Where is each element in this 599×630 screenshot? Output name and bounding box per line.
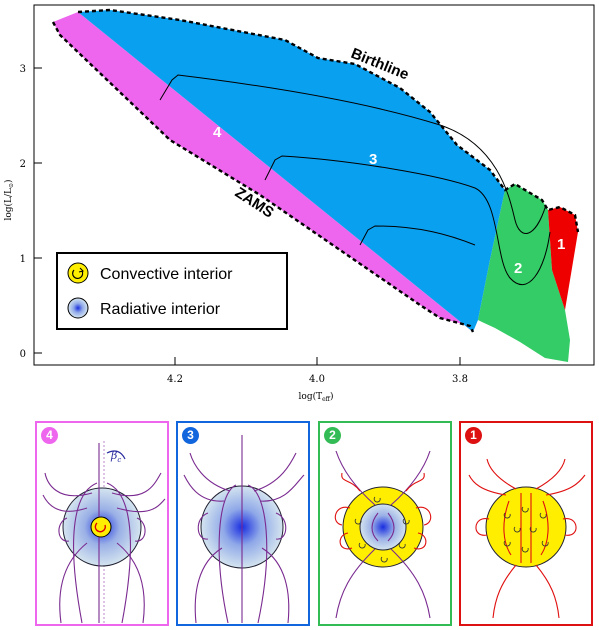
region-2-fill bbox=[478, 184, 570, 362]
beta-c-label: βc bbox=[111, 449, 122, 465]
axis-ticks bbox=[34, 67, 461, 365]
birthline-curve bbox=[77, 8, 580, 233]
convective-circle-icon bbox=[67, 262, 89, 284]
x-tick-4.2: 4.2 bbox=[167, 374, 183, 385]
hr-diagram: 4 3 2 1 Birthline ZAMS 0 1 2 3 4.2 4.0 3… bbox=[3, 4, 595, 403]
region-4-label: 4 bbox=[213, 124, 222, 141]
x-tick-3.8: 3.8 bbox=[452, 374, 468, 385]
y-tick-0: 0 bbox=[20, 349, 26, 360]
region-3-fill bbox=[78, 10, 505, 332]
panel-3-star bbox=[183, 435, 305, 624]
panel-2: 2 bbox=[318, 421, 452, 626]
panel-4: 4 βc bbox=[35, 421, 169, 626]
track-2 bbox=[264, 155, 551, 286]
track-1 bbox=[159, 74, 547, 234]
region-1-fill bbox=[548, 207, 578, 310]
evolution-tracks bbox=[159, 74, 551, 286]
panel-4-badge: 4 bbox=[41, 427, 58, 444]
y-tick-1: 1 bbox=[20, 254, 26, 265]
region-4-fill bbox=[53, 12, 473, 332]
region-1-label: 1 bbox=[557, 236, 565, 253]
region-2-label: 2 bbox=[514, 260, 522, 277]
x-axis-title: log(Teff) bbox=[299, 391, 334, 403]
panel-1: 1 bbox=[459, 421, 593, 626]
legend-radiative-label: Radiative interior bbox=[100, 301, 221, 318]
panel-1-badge: 1 bbox=[465, 427, 482, 444]
x-tick-4.0: 4.0 bbox=[309, 374, 325, 385]
legend-convective-label: Convective interior bbox=[100, 266, 233, 283]
y-tick-3: 3 bbox=[20, 64, 26, 75]
panel-3: 3 bbox=[176, 421, 310, 626]
y-tick-2: 2 bbox=[20, 159, 26, 170]
panel-1-star bbox=[468, 458, 586, 619]
legend: Convective interior Radiative interior bbox=[56, 252, 288, 330]
panel-2-badge: 2 bbox=[324, 427, 341, 444]
panel-4-star bbox=[42, 441, 166, 624]
track-3 bbox=[359, 225, 476, 246]
region-3-label: 3 bbox=[369, 151, 377, 168]
y-axis-title: log(L/L⊙) bbox=[3, 179, 15, 220]
radiative-circle-icon bbox=[67, 297, 89, 319]
panel-3-badge: 3 bbox=[182, 427, 199, 444]
panel-2-star bbox=[334, 450, 432, 619]
